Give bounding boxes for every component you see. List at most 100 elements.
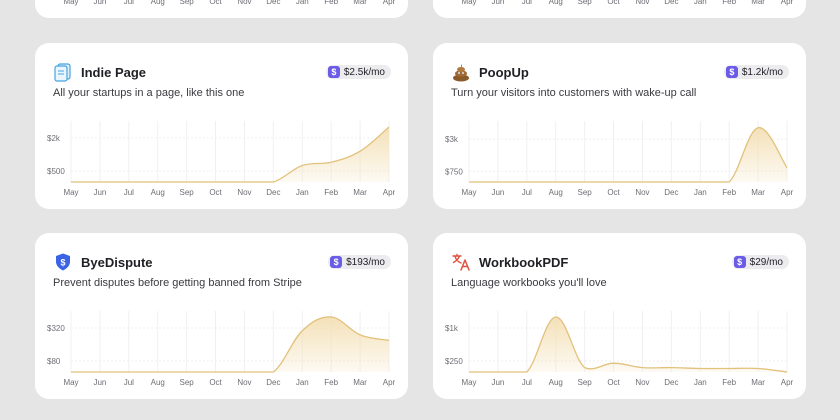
startup-description: Prevent disputes before getting banned f… bbox=[53, 277, 302, 289]
x-tick-label: Aug bbox=[151, 0, 165, 6]
startup-card-indie-page[interactable]: Indie Page $ $2.5k/mo All your startups … bbox=[35, 43, 408, 209]
mrr-badge: $ $2.5k/mo bbox=[325, 65, 391, 79]
y-tick-label: $2k bbox=[47, 134, 61, 143]
x-tick-label: Sep bbox=[180, 378, 195, 387]
mrr-badge: $ $29/mo bbox=[731, 255, 789, 269]
x-tick-label: Dec bbox=[266, 0, 280, 6]
x-tick-label: Feb bbox=[324, 188, 338, 197]
x-tick-label: Mar bbox=[353, 378, 367, 387]
page-icon bbox=[53, 62, 73, 82]
revenue-line bbox=[71, 316, 390, 373]
y-tick-label: $3k bbox=[445, 135, 459, 144]
x-tick-label: Oct bbox=[209, 378, 222, 387]
x-tick-label: Jan bbox=[694, 378, 707, 387]
stripe-dollar-icon: $ bbox=[725, 66, 738, 78]
revenue-chart: $1k $250 May Jun Jul Aug Sep Oct Nov Dec Jan Feb Mar… bbox=[445, 311, 794, 387]
y-tick-label: $750 bbox=[445, 167, 463, 176]
x-tick-label: Feb bbox=[324, 378, 338, 387]
partial-card-right[interactable]: May Jun Jul Aug Sep Oct Nov Dec Jan Feb Mar Apr bbox=[433, 0, 806, 18]
x-tick-label: May bbox=[63, 378, 78, 387]
stripe-dollar-icon: $ bbox=[733, 256, 746, 268]
startup-name[interactable]: PoopUp bbox=[479, 64, 529, 80]
x-tick-label: Sep bbox=[578, 0, 593, 6]
x-tick-label: Nov bbox=[237, 0, 251, 6]
x-tick-label: Dec bbox=[664, 0, 678, 6]
x-tick-label: May bbox=[461, 378, 476, 387]
x-tick-label: May bbox=[461, 0, 476, 6]
mrr-value: $29/mo bbox=[749, 256, 783, 268]
x-tick-label: Oct bbox=[607, 0, 620, 6]
x-tick-label: Aug bbox=[151, 378, 165, 387]
translate-icon bbox=[451, 252, 471, 272]
x-tick-label: Aug bbox=[549, 188, 563, 197]
x-tick-label: Apr bbox=[781, 188, 794, 197]
x-tick-label: Nov bbox=[635, 378, 649, 387]
x-tick-label: Dec bbox=[266, 378, 280, 387]
stripe-dollar-icon: $ bbox=[330, 256, 343, 268]
x-tick-label: Apr bbox=[383, 0, 396, 6]
startup-name[interactable]: Indie Page bbox=[81, 64, 147, 80]
x-tick-label: Jan bbox=[296, 378, 309, 387]
x-tick-label: Feb bbox=[324, 0, 338, 6]
x-tick-label: Feb bbox=[722, 378, 736, 387]
x-tick-label: Apr bbox=[383, 378, 396, 387]
mrr-badge: $ $193/mo bbox=[328, 255, 391, 269]
x-tick-label: Feb bbox=[722, 188, 736, 197]
x-tick-label: Jul bbox=[522, 188, 532, 197]
revenue-area bbox=[469, 316, 787, 372]
revenue-area bbox=[71, 127, 389, 182]
y-tick-label: $80 bbox=[47, 357, 61, 366]
x-tick-label: Sep bbox=[180, 0, 195, 6]
revenue-line bbox=[469, 127, 788, 183]
x-tick-label: May bbox=[63, 188, 78, 197]
startup-description: All your startups in a page, like this o… bbox=[53, 87, 245, 99]
x-tick-label: Mar bbox=[353, 0, 367, 6]
x-tick-label: Mar bbox=[751, 188, 765, 197]
x-tick-label: Apr bbox=[781, 378, 794, 387]
y-tick-label: $250 bbox=[445, 357, 463, 366]
x-tick-label: Mar bbox=[353, 188, 367, 197]
y-tick-label: $1k bbox=[445, 324, 459, 333]
startup-name[interactable]: ByeDispute bbox=[81, 254, 153, 270]
y-tick-label: $500 bbox=[47, 167, 65, 176]
x-tick-label: Jul bbox=[124, 0, 134, 6]
revenue-chart: $3k $750 May Jun Jul Aug Sep Oct Nov Dec Jan Feb Mar… bbox=[445, 121, 794, 197]
x-tick-label: Apr bbox=[383, 188, 396, 197]
x-tick-label: Oct bbox=[607, 188, 620, 197]
x-tick-label: Jan bbox=[694, 0, 707, 6]
partial-card-left[interactable]: May Jun Jul Aug Sep Oct Nov Dec Jan Feb Mar Apr bbox=[35, 0, 408, 18]
x-tick-label: Aug bbox=[151, 188, 165, 197]
stripe-dollar-icon: $ bbox=[327, 66, 340, 78]
revenue-chart: $2k $500 May Jun Jul Aug Sep Oct Nov Dec Jan Feb Mar… bbox=[47, 121, 396, 197]
x-tick-label: Oct bbox=[209, 0, 222, 6]
x-tick-label: Nov bbox=[635, 188, 649, 197]
x-tick-label: Mar bbox=[751, 378, 765, 387]
startup-card-poopup[interactable]: PoopUp $ $1.2k/mo Turn your visitors int… bbox=[433, 43, 806, 209]
startup-card-workbookpdf[interactable]: WorkbookPDF $ $29/mo Language workbooks … bbox=[433, 233, 806, 399]
x-tick-label: Jul bbox=[522, 378, 532, 387]
mrr-badge: $ $1.2k/mo bbox=[723, 65, 789, 79]
startup-card-byedispute[interactable]: $ ByeDispute $ $193/mo Prevent disputes … bbox=[35, 233, 408, 399]
x-tick-label: Jan bbox=[694, 188, 707, 197]
x-tick-label: Aug bbox=[549, 378, 563, 387]
x-tick-label: Nov bbox=[237, 378, 251, 387]
x-tick-label: Feb bbox=[722, 0, 736, 6]
x-tick-label: Jun bbox=[491, 378, 504, 387]
x-tick-label: Dec bbox=[664, 378, 678, 387]
x-tick-label: Jul bbox=[522, 0, 532, 6]
startup-name[interactable]: WorkbookPDF bbox=[479, 254, 569, 270]
x-tick-label: Nov bbox=[635, 0, 649, 6]
x-tick-label: May bbox=[461, 188, 476, 197]
startup-description: Turn your visitors into customers with w… bbox=[451, 87, 697, 99]
mrr-value: $1.2k/mo bbox=[741, 66, 783, 78]
poop-icon bbox=[451, 62, 471, 82]
x-tick-label: Jun bbox=[491, 188, 504, 197]
partial-chart-axis: May Jun Jul Aug Sep Oct Nov Dec Jan Feb Mar Apr bbox=[461, 0, 793, 6]
x-tick-label: Sep bbox=[578, 378, 593, 387]
x-tick-label: Jul bbox=[124, 378, 134, 387]
x-tick-label: Dec bbox=[266, 188, 280, 197]
x-tick-label: Jun bbox=[93, 378, 106, 387]
revenue-line bbox=[469, 316, 788, 373]
x-tick-label: Dec bbox=[664, 188, 678, 197]
partial-chart-axis: May Jun Jul Aug Sep Oct Nov Dec Jan Feb Mar Apr bbox=[63, 0, 396, 6]
